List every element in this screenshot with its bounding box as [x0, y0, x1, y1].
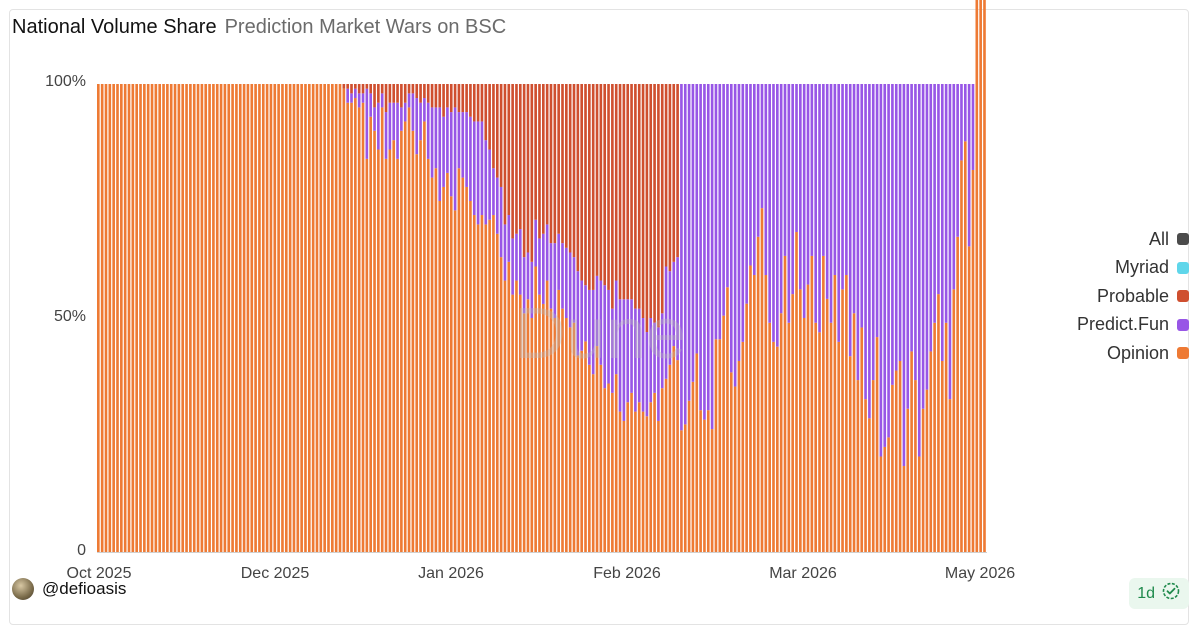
x-tick-label: Jan 2026: [418, 565, 484, 582]
legend-label: Opinion: [1106, 342, 1169, 363]
avatar: [12, 578, 34, 600]
author-footer[interactable]: @defioasis: [12, 578, 126, 600]
chart-title: National Volume Share: [12, 16, 217, 38]
y-tick-label: 50%: [53, 308, 86, 325]
legend-swatch: [1177, 261, 1189, 274]
y-tick-label: 100%: [45, 73, 86, 90]
x-tick-label: Dec 2025: [240, 565, 310, 582]
x-tick-label: Mar 2026: [769, 565, 837, 582]
refresh-badge[interactable]: 1d: [1129, 578, 1189, 609]
legend-item-predict-fun[interactable]: Predict.Fun: [1077, 311, 1189, 340]
refresh-interval: 1d: [1137, 584, 1155, 602]
y-tick-label: 0: [77, 542, 86, 559]
legend-item-myriad[interactable]: Myriad: [1077, 254, 1189, 283]
x-tick-label: Oct 2025: [66, 565, 132, 582]
legend-swatch: [1177, 318, 1189, 331]
chart-legend: All Myriad Probable Predict.Fun Opinion: [1077, 225, 1189, 368]
legend-item-opinion[interactable]: Opinion: [1077, 339, 1189, 368]
legend-swatch: [1177, 233, 1189, 246]
x-tick-label: May 2026: [944, 565, 1016, 582]
legend-item-all[interactable]: All: [1077, 225, 1189, 254]
legend-item-probable[interactable]: Probable: [1077, 282, 1189, 311]
author-handle: @defioasis: [42, 579, 127, 598]
legend-swatch: [1177, 290, 1189, 303]
legend-label: All: [1148, 228, 1169, 249]
legend-label: Myriad: [1114, 257, 1169, 278]
chart-subtitle: Prediction Market Wars on BSC: [224, 16, 507, 38]
legend-swatch: [1177, 347, 1189, 360]
chart-card: [9, 9, 1189, 625]
chart-header: National Volume Share Prediction Market W…: [12, 16, 506, 39]
legend-label: Predict.Fun: [1076, 314, 1169, 335]
verified-check-icon: [1161, 581, 1181, 606]
legend-label: Probable: [1096, 285, 1169, 306]
x-tick-label: Feb 2026: [593, 565, 661, 582]
